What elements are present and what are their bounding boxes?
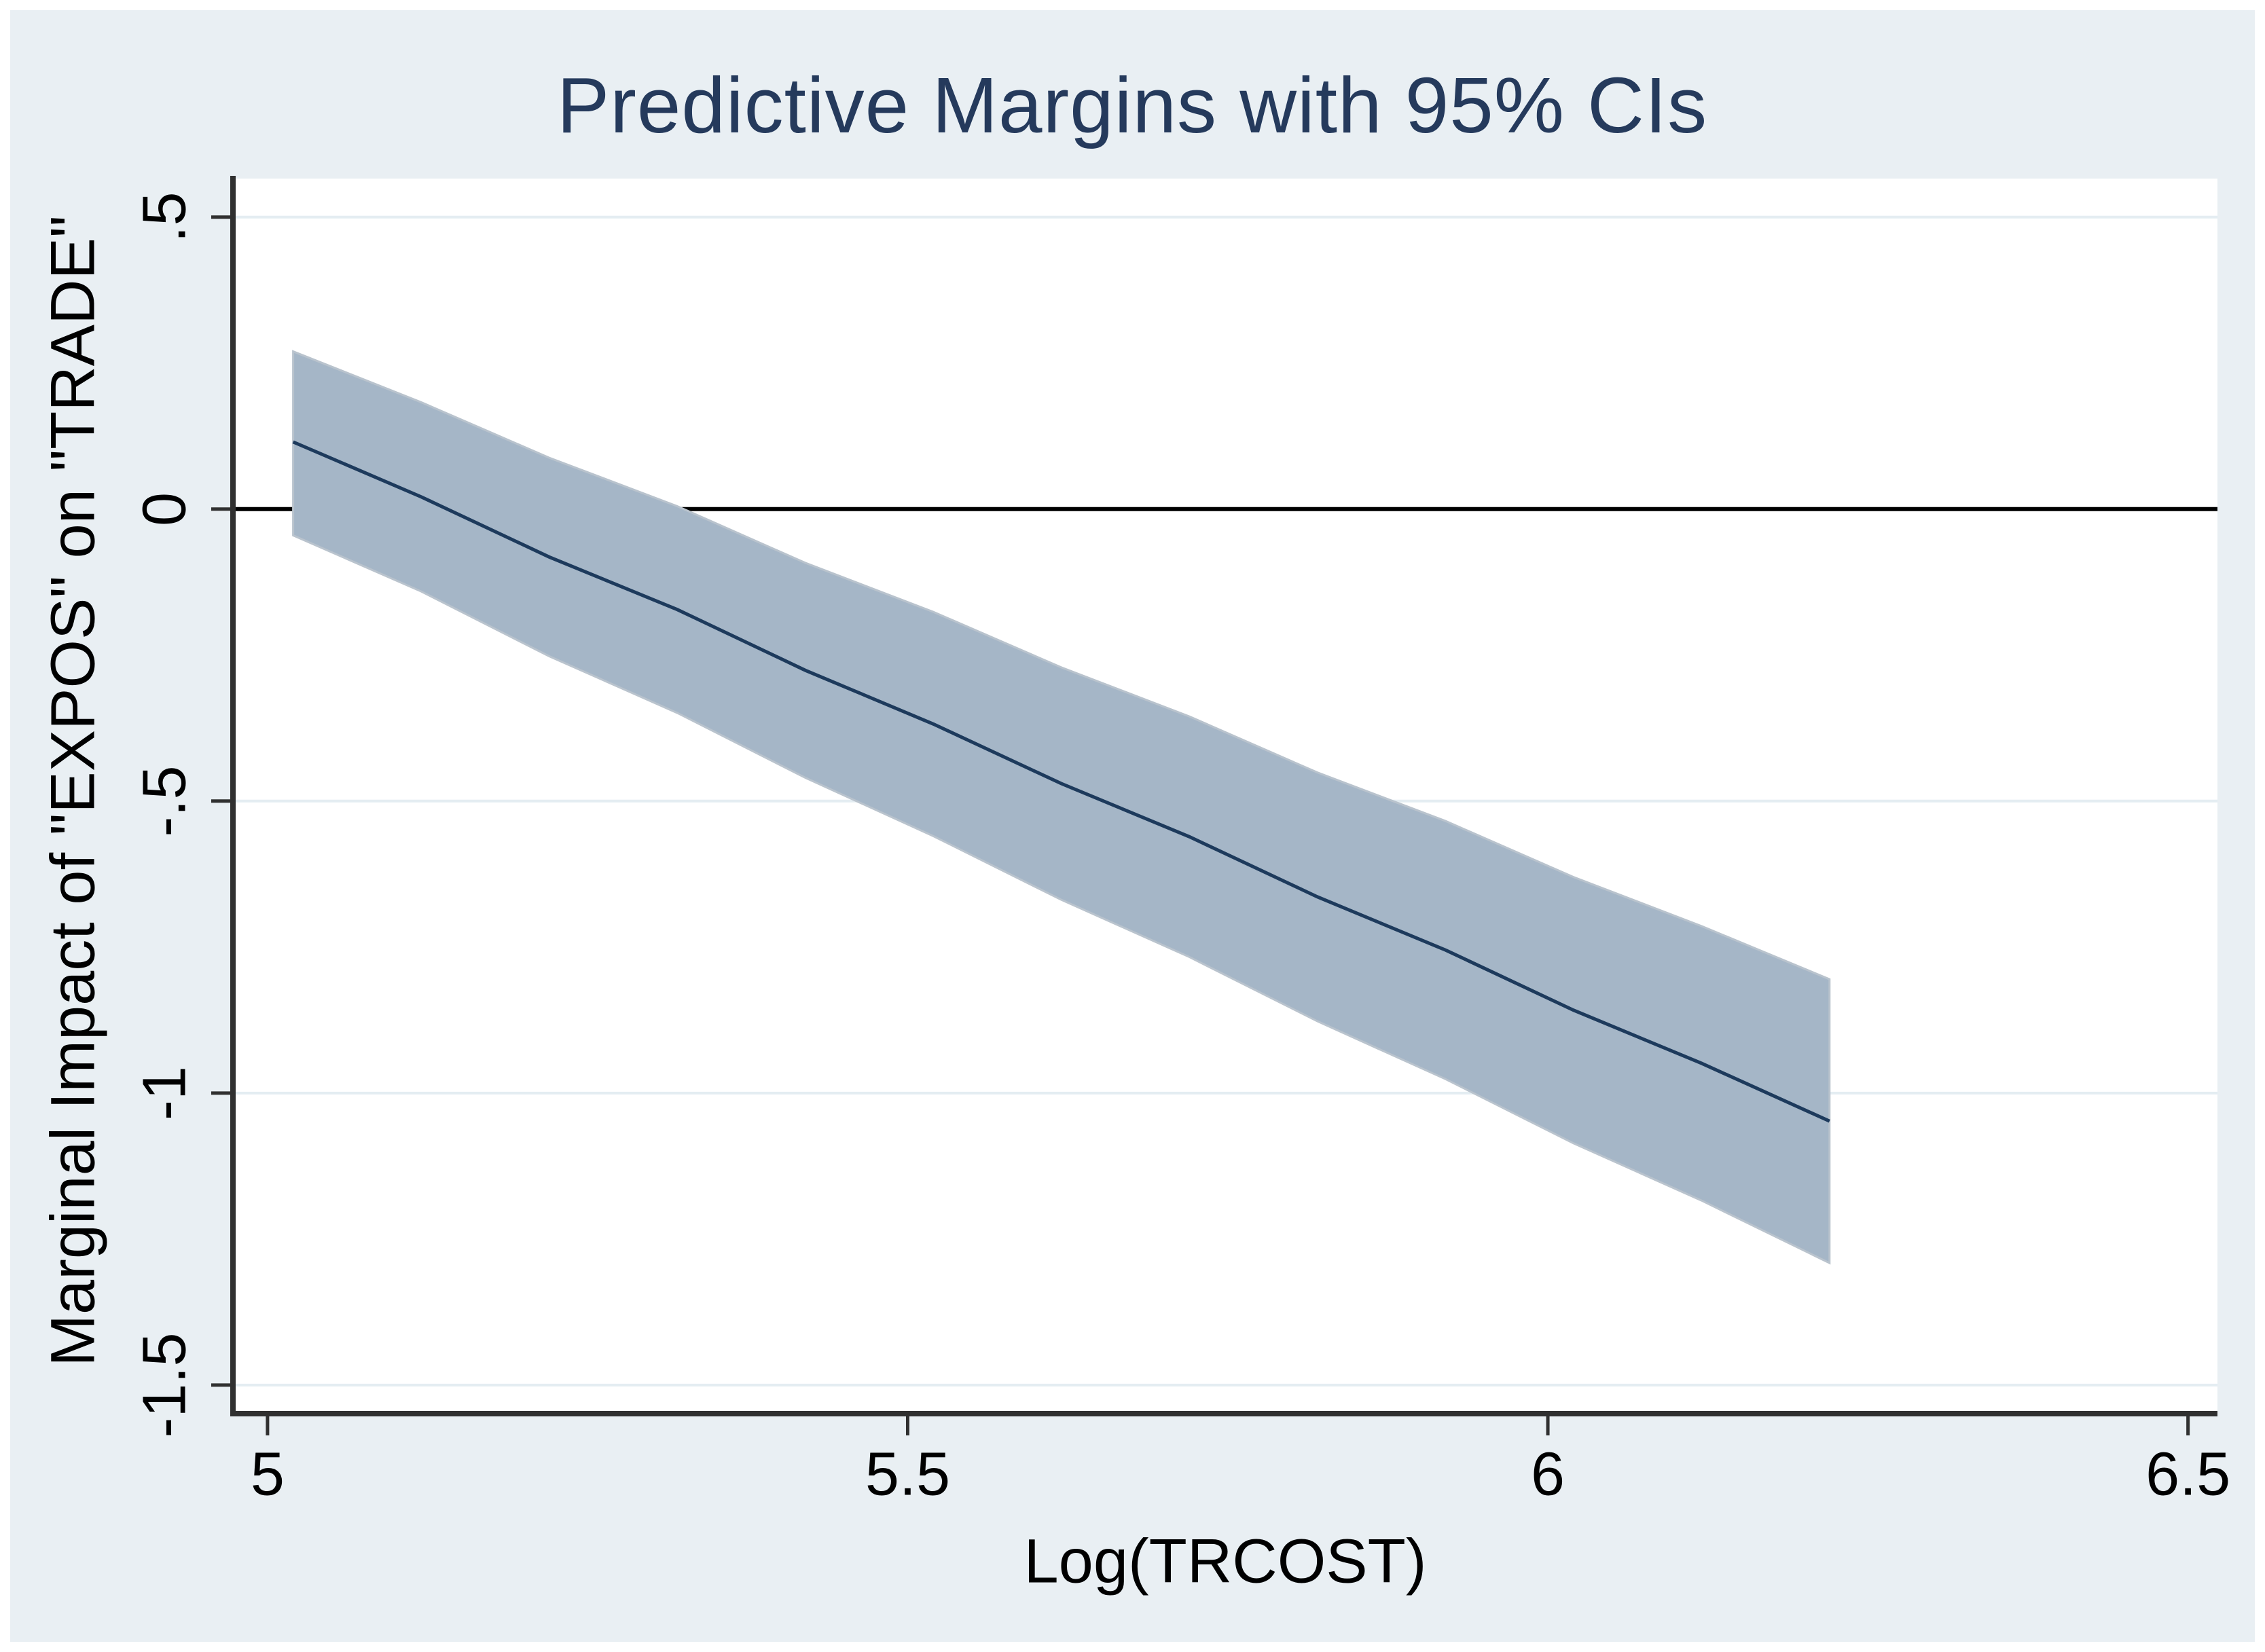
x-tick-label: 6.5	[2145, 1440, 2231, 1509]
x-tick-label: 5	[250, 1440, 285, 1509]
ci-band	[292, 350, 1831, 1265]
x-tick-label: 5.5	[865, 1440, 951, 1509]
y-axis-label: Marginal Impact of "EXPOS" on "TRADE"	[38, 215, 108, 1367]
y-tick-label: -.5	[130, 765, 199, 837]
x-tick-label: 6	[1531, 1440, 1565, 1509]
y-tick-label: -1.5	[130, 1332, 199, 1438]
margin-line	[292, 440, 1830, 1123]
y-tick-label: .5	[130, 191, 199, 243]
x-axis-label: Log(TRCOST)	[1023, 1526, 1427, 1596]
y-tick-label: -1	[130, 1065, 199, 1120]
chart-title: Predictive Margins with 95% CIs	[556, 61, 1708, 149]
y-tick-label: 0	[130, 492, 199, 526]
